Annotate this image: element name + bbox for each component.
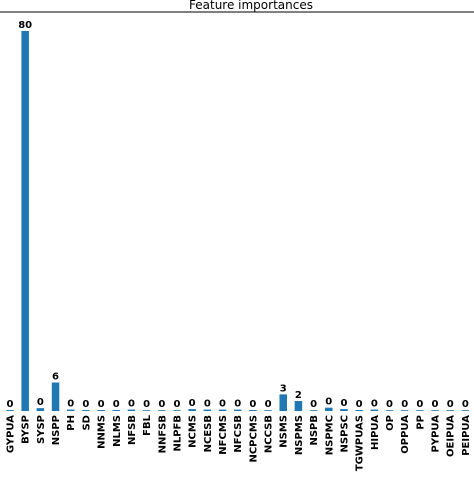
x-tick-label-sd: SD xyxy=(81,415,92,431)
value-label-oeipua: 0 xyxy=(447,399,454,410)
x-tick-label-nspb: NSPB xyxy=(309,415,320,446)
bar-op xyxy=(385,410,394,411)
value-label-ph: 0 xyxy=(67,399,74,410)
bar-pypua xyxy=(431,410,439,411)
value-label-ncms: 0 xyxy=(189,398,196,409)
value-label-sysp: 0 xyxy=(37,397,44,408)
value-label-nccsb: 0 xyxy=(265,399,272,410)
x-tick-label-nsms: NSMS xyxy=(279,415,290,448)
bar-nnfsb xyxy=(158,410,166,411)
x-tick-label-ph: PH xyxy=(66,415,77,431)
bar-nspsc xyxy=(340,409,348,411)
x-tick-label-nlms: NLMS xyxy=(112,415,123,447)
bar-gypua xyxy=(6,410,14,411)
bar-nspms xyxy=(294,401,303,411)
x-tick-label-hipua: HIPUA xyxy=(370,415,381,450)
x-tick-label-oppua: OPPUA xyxy=(400,415,411,454)
bar-sysp xyxy=(36,408,45,411)
x-tick-label-nspms: NSPMS xyxy=(294,415,305,455)
bar-tgwpuas xyxy=(355,410,363,411)
x-tick-label-nspmc: NSPMC xyxy=(324,415,335,455)
value-label-sd: 0 xyxy=(82,399,89,410)
bar-ncpcms xyxy=(249,410,257,411)
bar-nccsb xyxy=(264,410,272,411)
value-label-bysp: 80 xyxy=(18,20,32,31)
value-label-nnfsb: 0 xyxy=(158,399,165,410)
bar-nsms xyxy=(279,394,287,412)
x-tick-label-nfcms: NFCMS xyxy=(218,415,229,455)
value-label-nlms: 0 xyxy=(113,399,120,410)
value-label-nfcms: 0 xyxy=(219,399,226,410)
value-label-nfcsb: 0 xyxy=(234,399,241,410)
x-tick-label-fbl: FBL xyxy=(142,414,153,435)
x-tick-label-oeipua: OEIPUA xyxy=(446,415,457,457)
x-tick-label-peipua: PEIPUA xyxy=(461,415,472,456)
x-tick-label-nspsc: NSPSC xyxy=(339,415,350,452)
x-tick-label-gypua: GYPUA xyxy=(6,415,17,453)
value-label-tgwpuas: 0 xyxy=(356,399,363,410)
x-tick-label-nnms: NNMS xyxy=(97,415,108,449)
value-label-nspp: 6 xyxy=(52,372,59,383)
bar-nspb xyxy=(309,410,318,411)
x-tick-label-bysp: BYSP xyxy=(21,415,32,444)
bar-sd xyxy=(82,410,90,411)
chart-title: Feature importances xyxy=(189,0,313,12)
bar-fbl xyxy=(142,410,151,411)
x-tick-label-nlpfb: NLPFB xyxy=(172,415,183,452)
value-label-nspms: 2 xyxy=(295,390,302,401)
value-label-nfsb: 0 xyxy=(128,399,135,410)
x-tick-label-ncms: NCMS xyxy=(188,415,199,448)
bar-nnms xyxy=(97,410,105,411)
x-tick-label-op: OP xyxy=(385,415,396,431)
bars-group xyxy=(6,31,470,412)
bar-oeipua xyxy=(446,410,454,411)
value-label-peipua: 0 xyxy=(462,399,469,410)
bar-ncesb xyxy=(203,409,212,411)
bar-hipua xyxy=(370,409,379,411)
value-label-pp: 0 xyxy=(416,399,423,410)
bar-nfcsb xyxy=(233,409,242,411)
x-tick-labels-group: GYPUA BYSP SYSP NSPP PH SD NNMS NLMS NFSB FBL NNFS… xyxy=(6,414,472,471)
x-tick-label-tgwpuas: TGWPUAS xyxy=(355,415,366,471)
x-tick-label-ncpcms: NCPCMS xyxy=(248,415,259,463)
value-label-nlpfb: 0 xyxy=(173,399,180,410)
value-label-ncesb: 0 xyxy=(204,399,211,410)
x-tick-label-pypua: PYPUA xyxy=(431,415,442,453)
bar-nspmc xyxy=(325,407,333,411)
bar-nlpfb xyxy=(173,410,181,411)
bar-nlms xyxy=(112,410,121,411)
value-label-nspb: 0 xyxy=(310,399,317,410)
value-label-nnms: 0 xyxy=(98,399,105,410)
bar-oppua xyxy=(400,410,409,411)
bar-nfcms xyxy=(218,409,227,411)
bar-ph xyxy=(66,409,75,411)
value-label-nspsc: 0 xyxy=(340,398,347,409)
x-tick-label-nnfsb: NNFSB xyxy=(157,415,168,453)
x-tick-label-pp: PP xyxy=(415,415,426,430)
value-label-nspmc: 0 xyxy=(325,397,332,408)
x-tick-label-nccsb: NCCSB xyxy=(264,415,275,453)
x-tick-label-nfsb: NFSB xyxy=(127,415,138,445)
x-tick-label-nspp: NSPP xyxy=(51,415,62,445)
value-label-fbl: 0 xyxy=(143,399,150,410)
value-label-op: 0 xyxy=(386,399,393,410)
x-tick-label-ncesb: NCESB xyxy=(203,415,214,452)
x-tick-label-nfcsb: NFCSB xyxy=(233,415,244,453)
bar-peipua xyxy=(461,410,470,411)
bar-ncms xyxy=(188,409,196,411)
value-label-gypua: 0 xyxy=(7,399,14,410)
value-label-ncpcms: 0 xyxy=(249,399,256,410)
bar-nspp xyxy=(51,382,60,411)
value-label-hipua: 0 xyxy=(371,399,378,410)
value-label-oppua: 0 xyxy=(401,399,408,410)
x-tick-label-sysp: SYSP xyxy=(36,415,47,444)
value-label-nsms: 3 xyxy=(280,383,287,394)
bar-nfsb xyxy=(127,409,136,411)
bar-bysp xyxy=(21,31,29,411)
value-label-pypua: 0 xyxy=(432,399,439,410)
bar-pp xyxy=(416,410,424,411)
